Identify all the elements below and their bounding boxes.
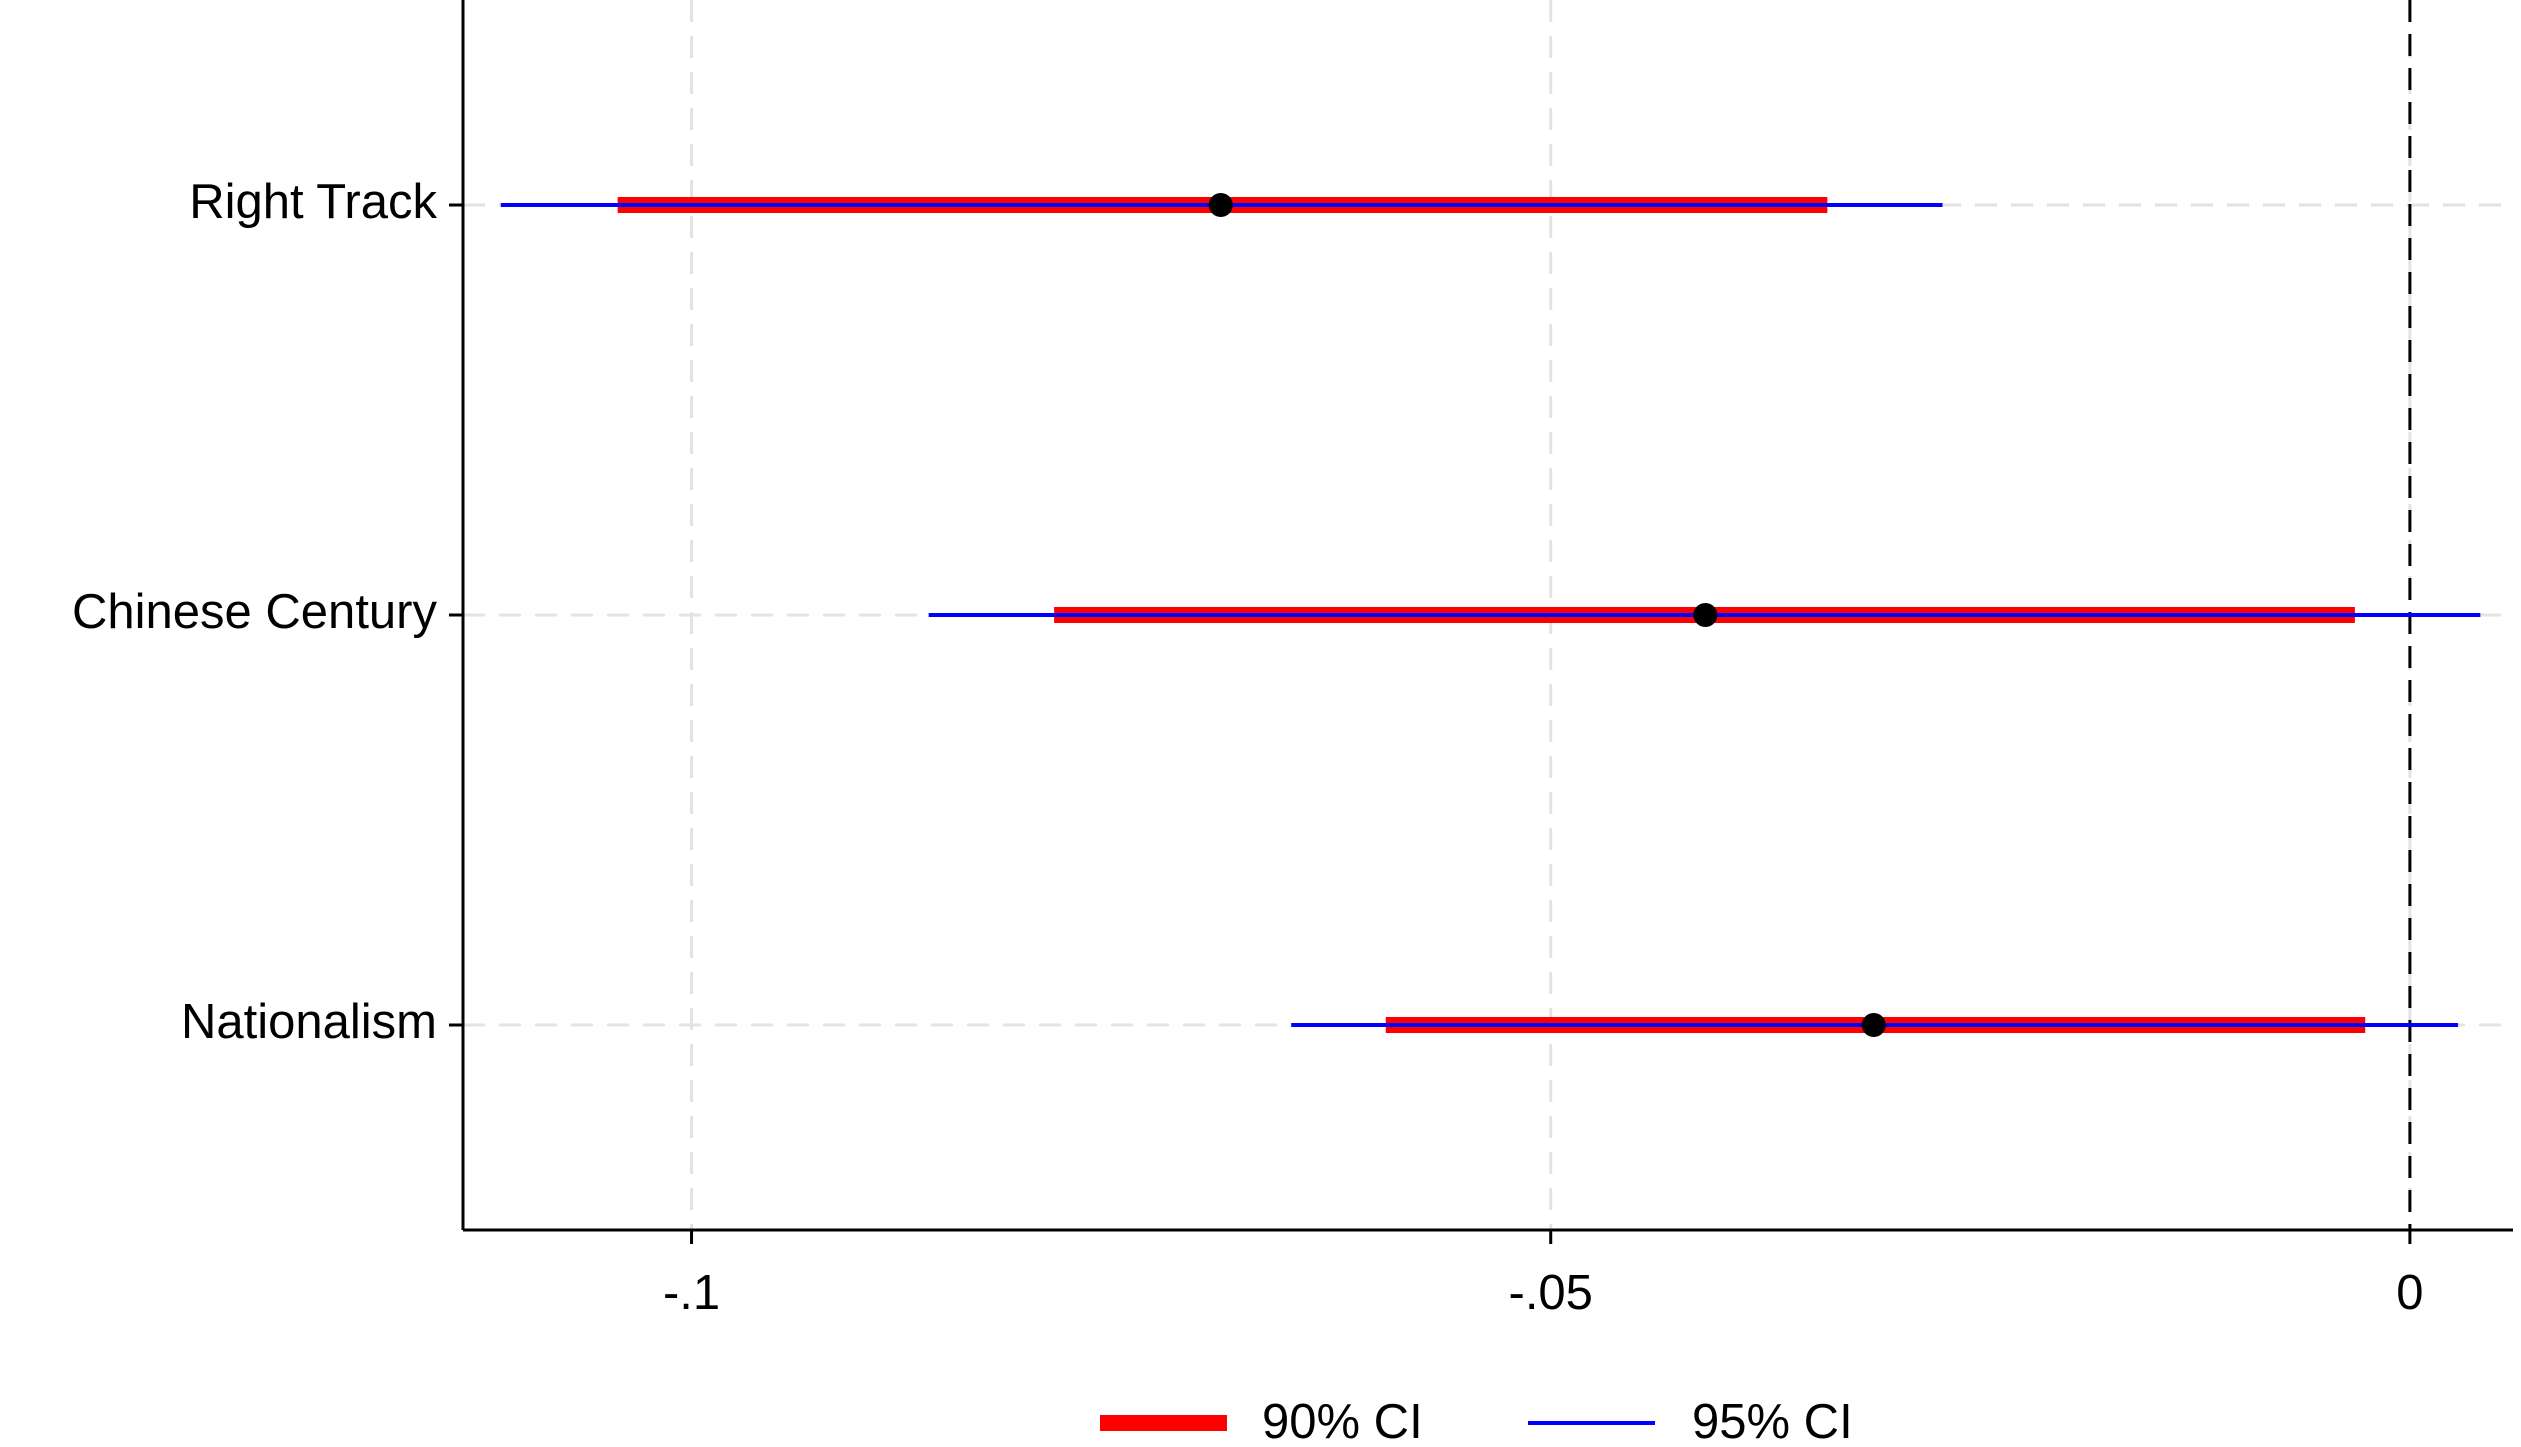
point-estimate: [1693, 603, 1718, 627]
point-estimate: [1861, 1013, 1886, 1037]
point-estimate: [1208, 193, 1233, 217]
x-tick-label: -.05: [1509, 1266, 1593, 1320]
legend-label: 90% CI: [1262, 1395, 1423, 1447]
x-tick-label: -.1: [663, 1266, 720, 1320]
y-tick-label: Chinese Century: [72, 585, 437, 639]
y-tick-label: Nationalism: [181, 995, 437, 1049]
legend-label: 95% CI: [1692, 1395, 1853, 1447]
y-tick-label: Right Track: [189, 175, 437, 229]
x-tick-label: 0: [2396, 1266, 2423, 1320]
